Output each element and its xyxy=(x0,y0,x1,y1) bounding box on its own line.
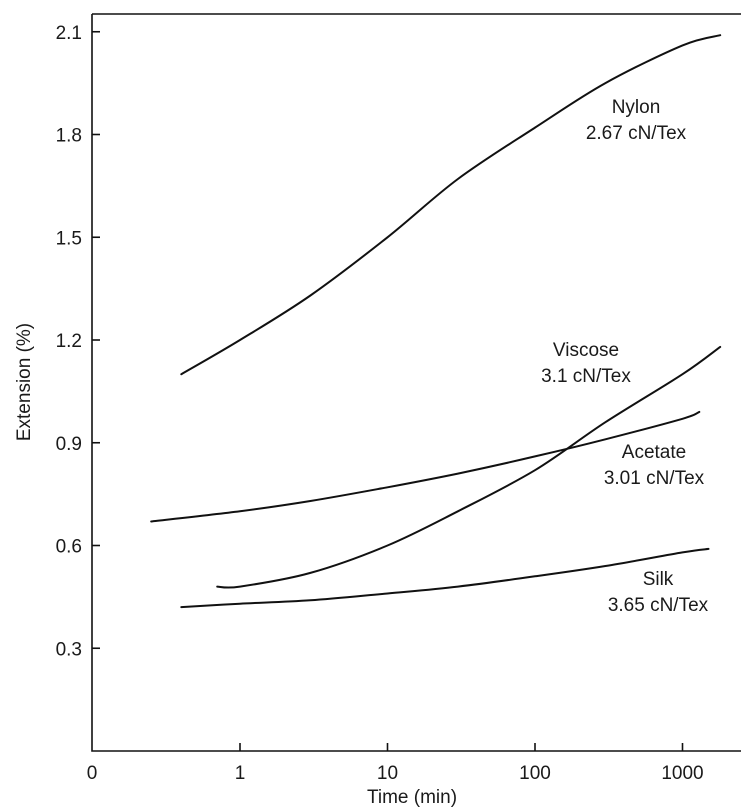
series-line-viscose xyxy=(216,345,722,589)
series-label-nylon: 2.67 cN/Tex xyxy=(586,123,687,144)
series-label-acetate: Acetate xyxy=(622,442,686,463)
series-labels: Nylon 2.67 cN/Tex Viscose 3.1 cN/Tex Acetate… xyxy=(541,97,709,616)
x-tick-label: 10 xyxy=(377,763,398,784)
series-label-nylon: Nylon xyxy=(612,97,661,118)
x-axis-title: Time (min) xyxy=(367,787,457,808)
curves xyxy=(150,34,722,609)
series-label-silk: 3.65 cN/Tex xyxy=(608,595,709,616)
y-tick-label: 1.8 xyxy=(56,126,82,147)
series-line-nylon xyxy=(180,34,722,376)
y-tick-label: 1.5 xyxy=(56,228,82,249)
series-label-viscose: 3.1 cN/Tex xyxy=(541,366,631,387)
x-tick-label: 1 xyxy=(235,763,246,784)
series-label-acetate: 3.01 cN/Tex xyxy=(604,468,705,489)
series-line-acetate xyxy=(150,410,701,523)
plot-frame xyxy=(91,13,741,752)
x-tick-label: 100 xyxy=(519,763,551,784)
y-axis-title: Extension (%) xyxy=(14,323,35,441)
y-tick-label: 1.2 xyxy=(56,331,82,352)
x-tick-label: 1000 xyxy=(661,763,703,784)
series-label-viscose: Viscose xyxy=(553,340,619,361)
series-line-silk xyxy=(180,547,710,609)
x-tick-label: 0 xyxy=(87,763,98,784)
y-tick-label: 0.9 xyxy=(56,434,82,455)
series-label-silk: Silk xyxy=(643,569,674,590)
y-tick-label: 2.1 xyxy=(56,23,82,44)
ticks: 0.3 0.6 0.9 1.2 1.5 1.8 2.1 0 1 10 100 1000 xyxy=(56,23,704,784)
y-tick-label: 0.3 xyxy=(56,639,82,660)
y-tick-label: 0.6 xyxy=(56,537,82,558)
axes xyxy=(91,13,741,752)
